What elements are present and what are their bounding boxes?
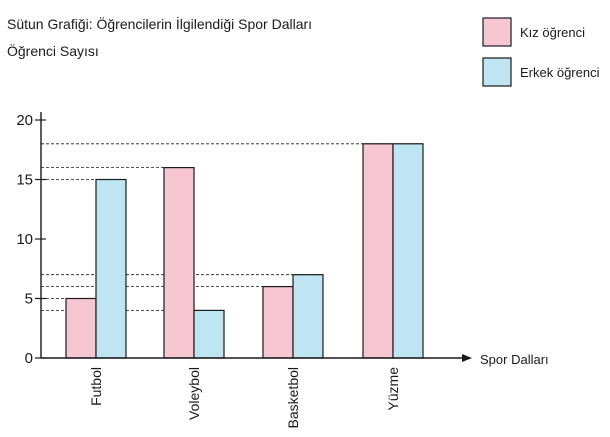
legend-swatch-girl — [482, 17, 512, 47]
chart-title: Sütun Grafiği: Öğrencilerin İlgilendiği … — [7, 15, 312, 32]
x-axis-label: Spor Dalları — [480, 352, 549, 367]
y-tick-label-0: 0 — [25, 350, 33, 367]
axes-group — [40, 112, 472, 362]
category-labels: Futbol Voleybol Basketbol Yüzme — [88, 367, 401, 429]
bar-futbol-boy — [95, 178, 127, 359]
bar-basketbol-boy — [292, 274, 324, 359]
bars-group — [65, 143, 424, 359]
y-tick-label-10: 10 — [16, 231, 33, 248]
bar-yuzme-boy — [392, 143, 424, 359]
category-label-voleybol: Voleybol — [186, 367, 202, 420]
y-axis-label: Öğrenci Sayısı — [7, 42, 99, 59]
bar-yuzme-girl — [362, 143, 394, 359]
bar-voleybol-girl — [163, 167, 195, 359]
legend-swatch-boy — [482, 57, 512, 87]
y-tick-label-5: 5 — [25, 291, 33, 308]
bar-basketbol-girl — [262, 286, 294, 359]
bar-futbol-girl — [65, 297, 97, 359]
category-label-futbol: Futbol — [88, 367, 104, 406]
category-label-basketbol: Basketbol — [285, 367, 301, 428]
legend-label-girl: Kız öğrenci — [520, 25, 585, 40]
ticks-group: 0 5 10 15 20 — [16, 112, 46, 367]
legend-label-boy: Erkek öğrenci — [520, 65, 600, 80]
y-tick-label-15: 15 — [16, 172, 33, 189]
y-tick-label-20: 20 — [16, 112, 33, 129]
legend: Kız öğrenci Erkek öğrenci — [482, 17, 600, 87]
bar-voleybol-boy — [193, 309, 225, 359]
category-label-yuzme: Yüzme — [385, 367, 401, 411]
x-axis-arrow — [462, 354, 472, 362]
